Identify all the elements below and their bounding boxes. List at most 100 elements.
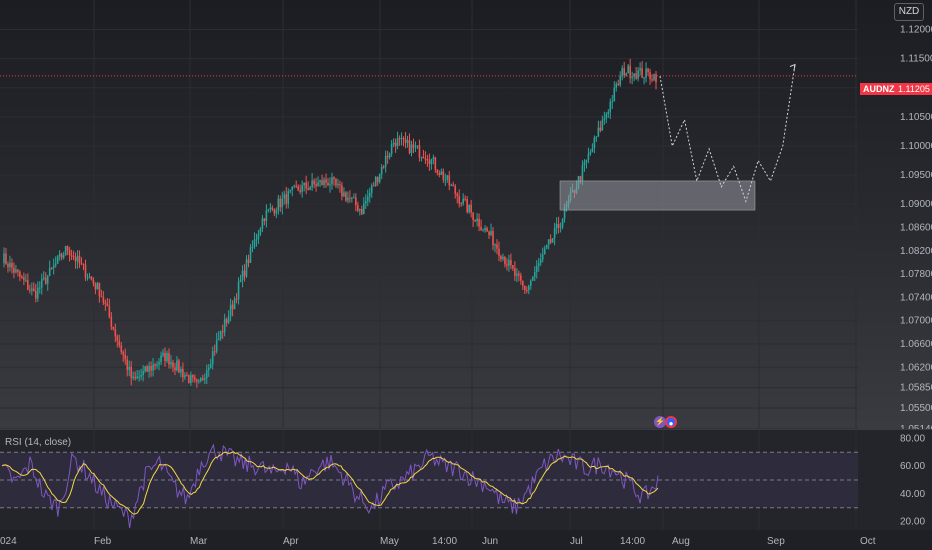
candle-body <box>364 201 367 204</box>
candle-body <box>430 159 433 165</box>
price-chart[interactable]: 1.120001.115001.110001.105001.100001.095… <box>0 0 932 429</box>
candle-body <box>275 210 278 214</box>
candle-body <box>42 277 45 280</box>
candle-body <box>442 171 445 180</box>
candle-body <box>168 353 170 365</box>
candle-body <box>406 140 409 143</box>
candle-body <box>196 379 198 382</box>
candle-body <box>539 259 542 263</box>
time-tick-label: Mar <box>190 536 208 547</box>
candle-body <box>190 375 192 384</box>
candle-body <box>40 279 43 288</box>
candle-body <box>583 162 586 166</box>
candle-body <box>323 179 325 185</box>
candle-body <box>144 366 146 372</box>
candle-body <box>480 226 482 231</box>
candle-body <box>605 114 608 119</box>
candle-body <box>341 185 343 197</box>
candle-body <box>198 381 200 383</box>
time-tick-label: 024 <box>0 536 17 547</box>
candle-body <box>241 270 244 280</box>
candle-body <box>44 277 47 284</box>
pane-divider[interactable] <box>0 429 932 430</box>
time-axis-labels: 024 Feb Mar Apr May 14:00 Jun Jul 14:00 Aug Sep Oct <box>0 536 876 547</box>
candle-body <box>386 156 389 158</box>
candle-body <box>460 203 462 205</box>
candle-body <box>245 259 248 277</box>
candle-body <box>27 280 29 290</box>
currency-button[interactable]: NZD <box>894 3 924 21</box>
candle-body <box>100 296 103 298</box>
candle-body <box>311 180 313 188</box>
candle-body <box>203 378 206 380</box>
candle-body <box>166 353 168 362</box>
candle-body <box>504 257 506 265</box>
candle-body <box>19 271 21 277</box>
candle-body <box>249 247 252 263</box>
candle-body <box>587 154 590 160</box>
candle-body <box>180 369 182 373</box>
candle-body <box>154 364 156 366</box>
candle-body <box>370 185 373 193</box>
candle-body <box>309 187 311 190</box>
candle-body <box>7 263 9 268</box>
rsi-legend[interactable]: RSI (14, close) <box>5 437 72 448</box>
candle-body <box>617 83 620 86</box>
candle-body <box>508 260 510 266</box>
price-tick-label: 1.05850 <box>900 383 932 394</box>
candle-body <box>301 185 303 192</box>
candle-body <box>160 355 162 363</box>
rsi-tick-label: 40.00 <box>900 489 925 500</box>
candle-body <box>239 279 242 282</box>
candle-body <box>60 253 63 258</box>
lightning-icon[interactable]: ⚡ <box>654 416 666 428</box>
candle-body <box>156 364 158 366</box>
price-tick-label: 1.07400 <box>900 292 932 303</box>
candle-body <box>243 270 246 277</box>
candle-body <box>281 198 284 208</box>
rsi-chart[interactable]: 80.00 60.00 40.00 20.00 <box>0 430 932 530</box>
flag-icon[interactable]: ● <box>665 416 677 428</box>
candle-body <box>458 196 461 204</box>
candle-body <box>317 182 319 187</box>
candle-body <box>464 198 466 200</box>
candle-body <box>492 230 494 246</box>
candle-body <box>615 83 618 88</box>
candle-body <box>184 375 186 378</box>
candle-body <box>80 263 83 265</box>
rsi-line <box>1 443 659 529</box>
candle-body <box>537 262 540 267</box>
candle-body <box>613 87 616 102</box>
candle-body <box>66 246 69 251</box>
candle-body <box>152 364 154 371</box>
candle-body <box>11 262 13 268</box>
rsi-pane[interactable]: 80.00 60.00 40.00 20.00 <box>0 430 932 530</box>
price-tick-label: 1.10500 <box>900 112 932 123</box>
time-tick-label: 14:00 <box>432 536 457 547</box>
candle-body <box>408 140 411 153</box>
candle-body <box>655 74 657 83</box>
time-axis[interactable]: 024 Feb Mar Apr May 14:00 Jun Jul 14:00 Aug Sep Oct <box>0 530 932 550</box>
demand-zone-box <box>559 180 756 211</box>
price-tick-label: 1.12000 <box>900 25 932 36</box>
candle-body <box>529 280 532 286</box>
candle-body <box>140 375 142 377</box>
candle-body <box>392 142 395 145</box>
candle-body <box>46 275 49 284</box>
price-tick-label: 1.05140 <box>900 424 932 429</box>
candle-body <box>33 288 35 291</box>
candle-body <box>257 234 260 240</box>
candle-body <box>231 304 234 310</box>
candle-body <box>277 198 280 211</box>
candle-body <box>474 219 476 222</box>
candle-body <box>116 336 119 341</box>
candle-body <box>639 68 641 71</box>
candle-body <box>162 352 164 356</box>
candle-body <box>285 194 288 204</box>
time-tick-label: Oct <box>860 536 876 547</box>
candle-body <box>215 340 218 352</box>
candle-body <box>394 142 397 147</box>
candle-body <box>609 101 612 112</box>
price-chart-pane[interactable]: 1.120001.115001.110001.105001.100001.095… <box>0 0 932 429</box>
candle-body <box>48 267 51 276</box>
